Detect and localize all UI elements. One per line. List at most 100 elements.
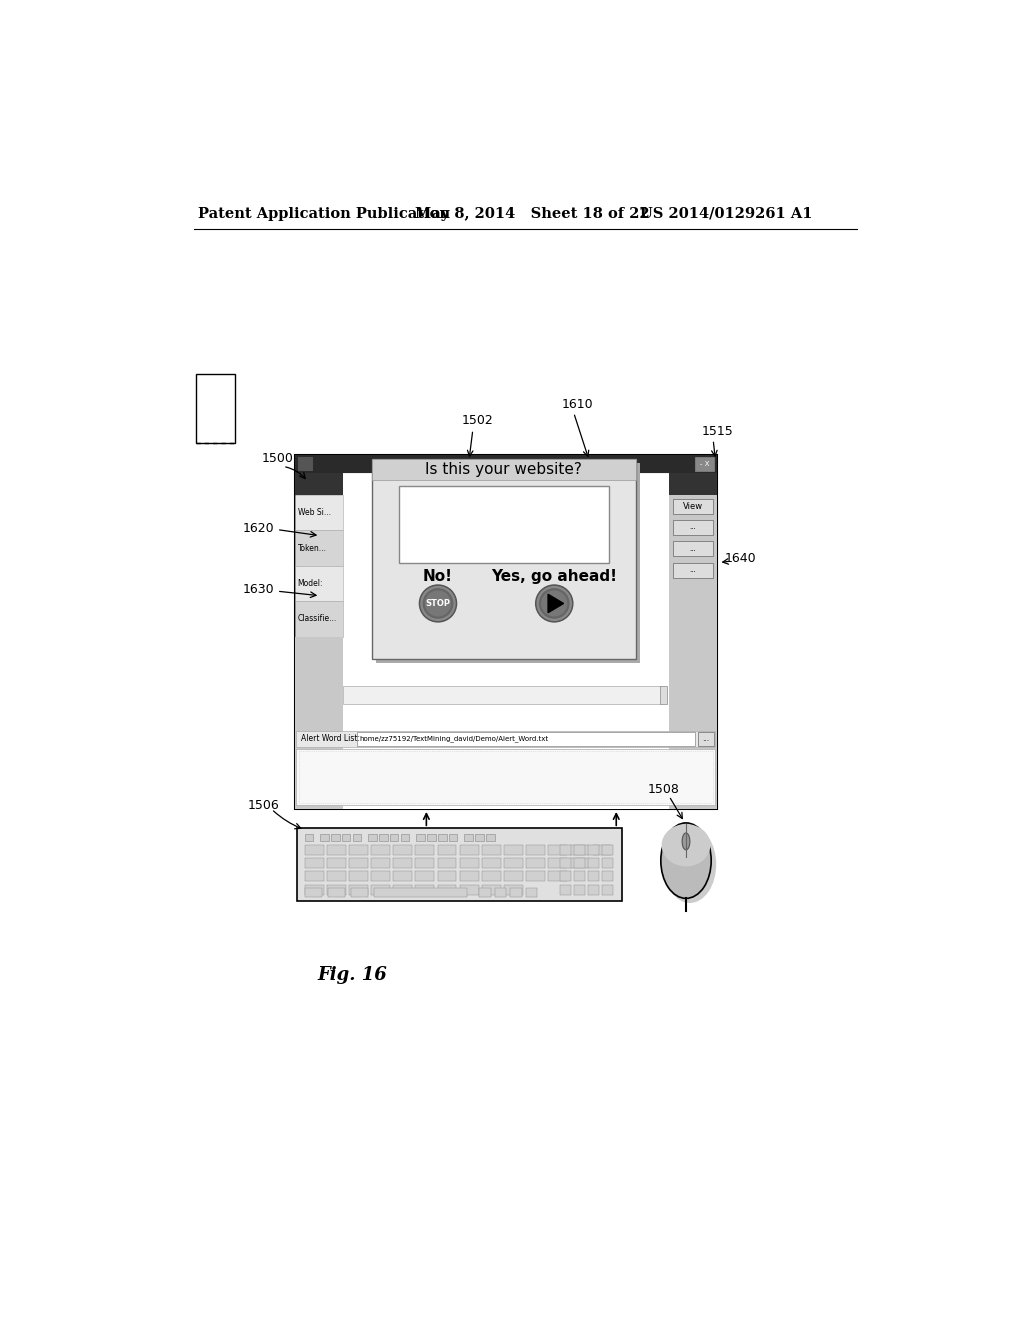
Text: 1502: 1502 bbox=[461, 413, 493, 426]
Bar bbox=[574, 871, 586, 882]
Bar bbox=[486, 834, 495, 841]
Bar bbox=[295, 636, 343, 809]
Bar bbox=[296, 748, 716, 805]
Bar bbox=[482, 871, 501, 882]
Bar bbox=[504, 871, 523, 882]
Bar bbox=[449, 834, 458, 841]
Circle shape bbox=[540, 589, 569, 618]
Bar bbox=[589, 871, 599, 882]
Bar bbox=[589, 884, 599, 895]
Bar bbox=[297, 829, 623, 902]
Bar bbox=[369, 834, 377, 841]
Bar bbox=[438, 834, 446, 841]
Bar bbox=[526, 871, 545, 882]
Bar bbox=[659, 686, 668, 705]
Bar bbox=[349, 884, 368, 895]
Text: Yes, go ahead!: Yes, go ahead! bbox=[492, 569, 617, 583]
Bar bbox=[393, 871, 412, 882]
Bar bbox=[305, 845, 324, 855]
Bar bbox=[526, 845, 545, 855]
Bar bbox=[352, 834, 361, 841]
Bar bbox=[479, 887, 490, 896]
Bar bbox=[548, 871, 567, 882]
Text: US 2014/0129261 A1: US 2014/0129261 A1 bbox=[640, 207, 812, 220]
Bar bbox=[593, 845, 611, 855]
Text: ...: ... bbox=[702, 734, 710, 743]
Bar bbox=[393, 884, 412, 895]
Text: Fig. 16: Fig. 16 bbox=[317, 966, 388, 983]
Bar bbox=[295, 474, 343, 495]
Bar bbox=[673, 562, 713, 578]
Bar bbox=[589, 858, 599, 869]
Bar bbox=[375, 887, 467, 896]
Bar bbox=[417, 834, 425, 841]
Bar bbox=[298, 457, 313, 471]
Bar bbox=[296, 730, 716, 747]
Bar bbox=[371, 845, 390, 855]
Bar bbox=[669, 474, 717, 495]
Text: ...: ... bbox=[689, 524, 696, 531]
Bar bbox=[602, 858, 613, 869]
Text: No!: No! bbox=[423, 569, 453, 583]
Bar bbox=[390, 834, 398, 841]
Bar bbox=[437, 884, 457, 895]
Text: ...: ... bbox=[689, 568, 696, 573]
Text: Is this your website?: Is this your website? bbox=[425, 462, 583, 477]
Bar bbox=[437, 858, 457, 869]
Ellipse shape bbox=[662, 824, 711, 866]
Bar bbox=[482, 884, 501, 895]
Bar bbox=[295, 566, 343, 601]
Bar bbox=[371, 871, 390, 882]
Bar bbox=[548, 845, 567, 855]
Bar bbox=[570, 858, 589, 869]
Text: 1500: 1500 bbox=[262, 453, 294, 465]
Bar bbox=[464, 834, 473, 841]
Text: Token...: Token... bbox=[298, 544, 327, 553]
Bar bbox=[305, 858, 324, 869]
Bar bbox=[305, 871, 324, 882]
Bar bbox=[695, 457, 714, 471]
Bar bbox=[416, 884, 434, 895]
Bar bbox=[327, 858, 346, 869]
Ellipse shape bbox=[664, 826, 716, 903]
Bar bbox=[305, 834, 313, 841]
Text: 1640: 1640 bbox=[725, 552, 757, 565]
Bar bbox=[504, 845, 523, 855]
Bar bbox=[295, 601, 343, 636]
Bar bbox=[460, 845, 478, 855]
Bar bbox=[351, 887, 369, 896]
Bar bbox=[393, 845, 412, 855]
Bar bbox=[602, 845, 613, 855]
Bar bbox=[343, 686, 662, 705]
Bar bbox=[328, 887, 345, 896]
Text: Patent Application Publication: Patent Application Publication bbox=[198, 207, 450, 220]
Bar bbox=[602, 871, 613, 882]
Bar bbox=[460, 871, 478, 882]
Bar bbox=[589, 845, 599, 855]
Bar bbox=[393, 858, 412, 869]
Bar bbox=[437, 845, 457, 855]
Bar bbox=[197, 374, 234, 444]
Bar bbox=[295, 455, 717, 809]
Bar bbox=[482, 858, 501, 869]
Text: Model:: Model: bbox=[298, 579, 324, 587]
Bar bbox=[327, 845, 346, 855]
Circle shape bbox=[421, 586, 455, 620]
Bar bbox=[495, 887, 506, 896]
Bar bbox=[372, 459, 636, 480]
Bar bbox=[416, 871, 434, 882]
Text: View: View bbox=[683, 502, 703, 511]
Bar bbox=[376, 462, 640, 663]
Polygon shape bbox=[548, 594, 563, 612]
Circle shape bbox=[538, 586, 571, 620]
Bar bbox=[341, 474, 671, 809]
Circle shape bbox=[542, 591, 566, 615]
Text: 1630: 1630 bbox=[243, 583, 274, 597]
Bar bbox=[504, 858, 523, 869]
Text: Alert Word List:: Alert Word List: bbox=[301, 734, 359, 743]
Bar bbox=[349, 858, 368, 869]
Bar bbox=[305, 884, 324, 895]
Text: Classifie...: Classifie... bbox=[298, 614, 337, 623]
Circle shape bbox=[423, 589, 453, 618]
Bar bbox=[327, 871, 346, 882]
